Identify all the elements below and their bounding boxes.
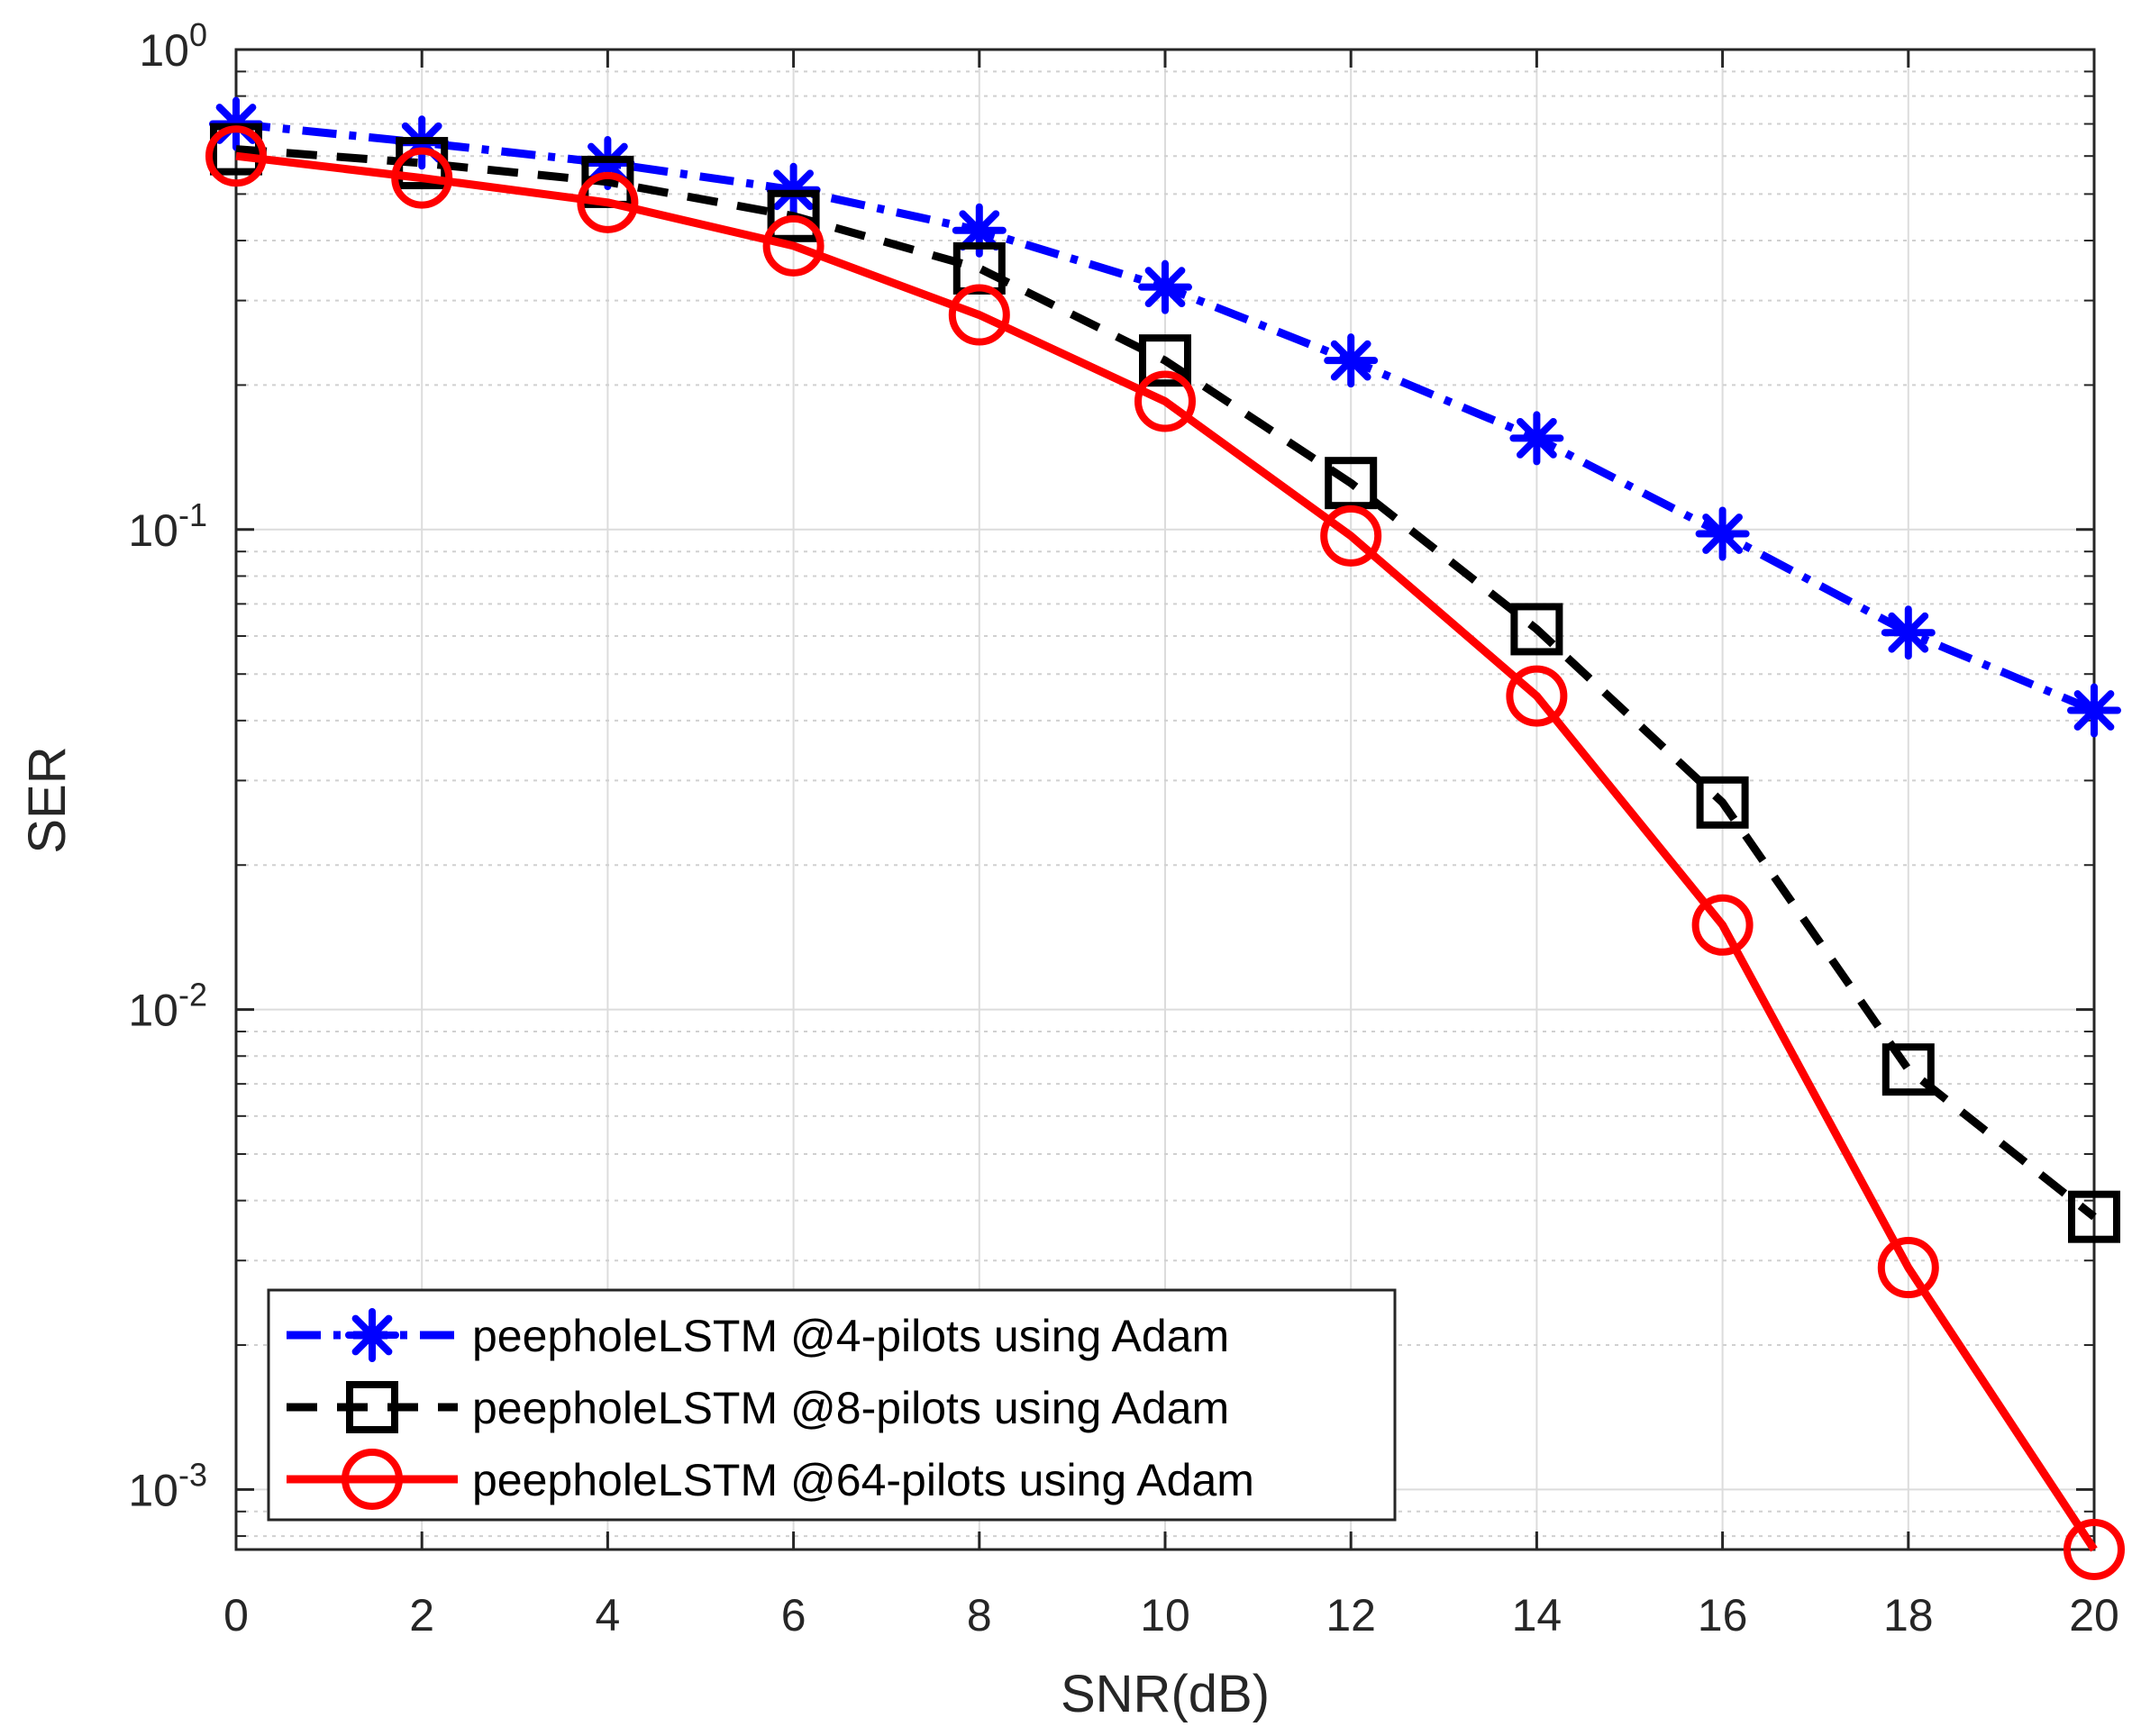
circle-outline [948, 284, 1010, 346]
data-point-marker [1324, 333, 1379, 388]
data-point-marker [767, 189, 820, 242]
circle-outline [1877, 1237, 1939, 1299]
asterisk-stroke [351, 1314, 393, 1356]
x-tick-label: 18 [1883, 1590, 1934, 1641]
data-point-marker [1881, 1043, 1935, 1096]
x-tick-label: 8 [967, 1590, 992, 1641]
y-tick-label: 10-3 [128, 1456, 207, 1515]
circle-outline [1320, 504, 1382, 567]
legend-entry-4-pilots: peepholeLSTM @4-pilots using Adam [287, 1308, 1229, 1362]
circle-outline [762, 214, 825, 277]
asterisk-stroke [959, 210, 1000, 251]
legend-label-4-pilots: peepholeLSTM @4-pilots using Adam [472, 1311, 1229, 1361]
square-outline [346, 1381, 398, 1433]
data-point-marker [1510, 603, 1563, 656]
data-point-marker [2068, 1190, 2120, 1243]
data-point-marker [1139, 334, 1191, 387]
legend-marker-shape [346, 1381, 398, 1433]
x-tick-label: 4 [595, 1590, 620, 1641]
legend-marker-4-pilots [345, 1308, 399, 1362]
data-point-marker [1695, 506, 1750, 561]
circle-outline [342, 1449, 403, 1510]
data-point-marker [577, 171, 639, 233]
circle-outline [1506, 665, 1568, 727]
legend: peepholeLSTM @4-pilots using Adam peepho… [267, 1288, 1397, 1522]
data-point-marker [1877, 1237, 1939, 1299]
circle-outline [2064, 1519, 2125, 1580]
x-tick-label: 20 [2069, 1590, 2119, 1641]
circle-outline [1691, 894, 1754, 956]
circle-outline [1134, 370, 1196, 432]
x-tick-label: 2 [409, 1590, 434, 1641]
data-point-marker [391, 147, 453, 209]
asterisk-stroke [1517, 418, 1557, 459]
legend-label-8-pilots: peepholeLSTM @8-pilots using Adam [472, 1383, 1229, 1433]
square-outline [767, 189, 820, 242]
series-line-64-pilots [235, 151, 2098, 1552]
asterisk-stroke [1702, 514, 1743, 554]
asterisk-stroke [1330, 340, 1371, 381]
square-outline [1139, 334, 1191, 387]
asterisk-stroke [2073, 690, 2115, 731]
data-point-marker [1691, 894, 1754, 956]
data-point-marker [1506, 665, 1568, 727]
series-64-pilots [205, 125, 2125, 1580]
x-axis-label: SNR(dB) [1061, 1665, 1270, 1723]
x-tick-label: 6 [781, 1590, 806, 1641]
x-tick-label: 0 [223, 1590, 249, 1641]
series-line-8-pilots [235, 145, 2097, 1221]
circle-outline [577, 171, 639, 233]
legend-entry-64-pilots: peepholeLSTM @64-pilots using Adam [287, 1449, 1254, 1510]
x-tick-label: 12 [1326, 1590, 1376, 1641]
data-point-marker [762, 214, 825, 277]
y-tick-label: 100 [139, 16, 207, 76]
data-point-marker [1320, 504, 1382, 567]
legend-marker-64-pilots [342, 1449, 403, 1510]
legend-entry-8-pilots: peepholeLSTM @8-pilots using Adam [287, 1381, 1229, 1433]
data-point-marker [205, 125, 267, 187]
data-point-marker [2067, 683, 2121, 738]
x-tick-label: 16 [1698, 1590, 1748, 1641]
data-point-marker [1881, 605, 1936, 660]
series-layer [205, 96, 2125, 1580]
y-tick-label: 10-1 [128, 496, 207, 556]
data-point-marker [2064, 1519, 2125, 1580]
y-tick-label: 10-2 [128, 977, 207, 1036]
data-point-marker [1696, 776, 1749, 829]
square-outline [2068, 1190, 2120, 1243]
circle-outline [391, 147, 453, 209]
axis-ticks: 0 2 4 6 8 10 12 14 16 18 20 100 10-1 10-2 10-3 [128, 16, 2118, 1641]
square-outline [1696, 776, 1749, 829]
x-tick-label: 14 [1512, 1590, 1562, 1641]
square-outline [1881, 1043, 1935, 1096]
data-point-marker [1138, 259, 1192, 314]
asterisk-stroke [1144, 267, 1186, 308]
square-outline [1510, 603, 1563, 656]
legend-marker-shape [345, 1308, 399, 1362]
legend-marker-8-pilots [346, 1381, 398, 1433]
asterisk-stroke [1888, 612, 1929, 653]
data-point-marker [1134, 370, 1196, 432]
circle-outline [205, 125, 267, 187]
data-point-marker [1509, 411, 1564, 466]
legend-marker-shape [342, 1449, 403, 1510]
data-point-marker [948, 284, 1010, 346]
legend-label-64-pilots: peepholeLSTM @64-pilots using Adam [472, 1455, 1254, 1505]
y-axis-label: SER [18, 746, 77, 853]
x-tick-label: 10 [1140, 1590, 1190, 1641]
